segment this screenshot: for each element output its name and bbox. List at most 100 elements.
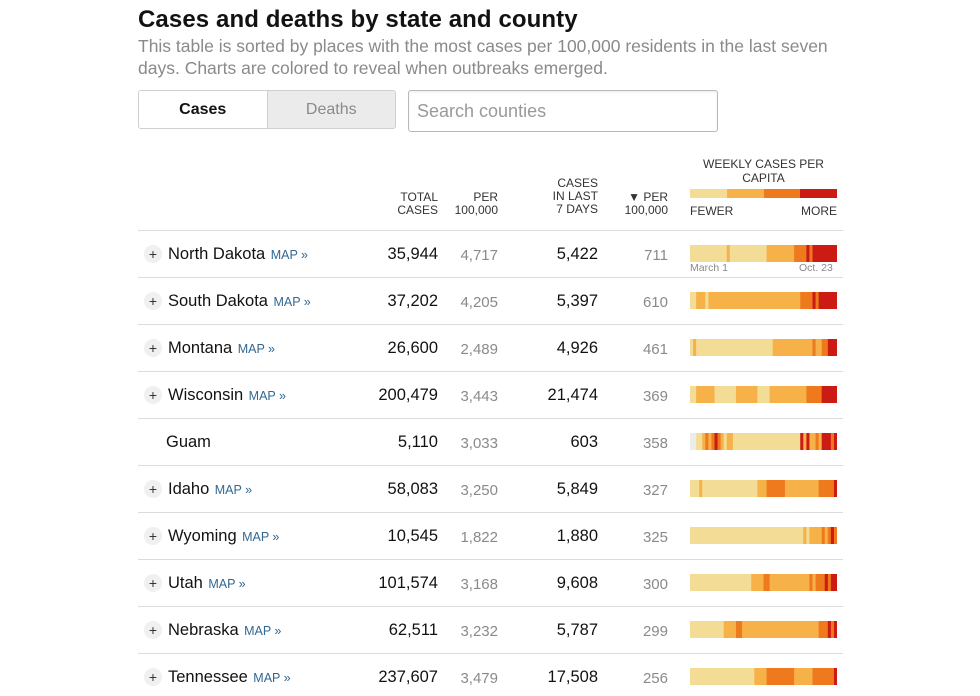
- weekly-cases-cell: [693, 574, 697, 591]
- total-cases-header[interactable]: TOTAL CASES: [397, 190, 438, 217]
- table-row[interactable]: + South Dakota MAP » 37,202 4,205 5,397 610: [138, 277, 843, 324]
- map-link[interactable]: MAP »: [234, 342, 275, 356]
- map-link[interactable]: MAP »: [238, 530, 280, 544]
- cases-last-7-days-cell: 21,474: [547, 386, 598, 404]
- expand-row-icon[interactable]: +: [144, 527, 162, 545]
- table-row[interactable]: + Idaho MAP » 58,083 3,250 5,849 327: [138, 465, 843, 512]
- cases-tab[interactable]: Cases: [139, 91, 267, 128]
- expand-row-icon[interactable]: +: [144, 480, 162, 498]
- weekly-cases-cell: [693, 339, 697, 356]
- per-100k-cell: 1,822: [460, 529, 498, 546]
- weekly-cases-cell: [784, 245, 789, 262]
- weekly-cases-cell: [739, 574, 743, 591]
- weekly-cases-cell: [732, 433, 737, 450]
- weekly-cases-cell: [806, 386, 810, 403]
- weekly-cases-cell: [800, 292, 804, 309]
- weekly-cases-cell: [748, 433, 752, 450]
- weekly-cases-cell: [812, 433, 816, 450]
- weekly-cases-cell: [696, 621, 700, 638]
- weekly-cases-cell: [818, 574, 823, 591]
- expand-row-icon[interactable]: +: [144, 668, 162, 686]
- table-row[interactable]: + Wyoming MAP » 10,545 1,822 1,880 325: [138, 512, 843, 559]
- map-link[interactable]: MAP »: [211, 483, 253, 497]
- weekly-cases-cell: [708, 386, 712, 403]
- weekly-cases-cell: [818, 480, 823, 497]
- page-title: Cases and deaths by state and county: [138, 6, 578, 33]
- per-100k-7day-header[interactable]: ▼ PER 100,000: [624, 190, 668, 217]
- weekly-cases-cell: [690, 433, 694, 450]
- weekly-cases-cell: [791, 339, 795, 356]
- weekly-cases-cell: [708, 574, 712, 591]
- table-row[interactable]: + Montana MAP » 26,600 2,489 4,926 461: [138, 324, 843, 371]
- search-counties-input[interactable]: [408, 90, 718, 132]
- map-link[interactable]: MAP »: [267, 248, 308, 262]
- weekly-cases-cell: [827, 292, 832, 309]
- weekly-cases-cell: [775, 292, 780, 309]
- weekly-cases-cell: [809, 480, 813, 497]
- weekly-cases-cell: [818, 339, 823, 356]
- map-link[interactable]: MAP »: [204, 577, 246, 591]
- weekly-cases-cell: [760, 527, 764, 544]
- weekly-cases-cell: [742, 245, 746, 262]
- weekly-cases-cell: [751, 480, 755, 497]
- weekly-cases-cell: [763, 574, 767, 591]
- map-link[interactable]: MAP »: [240, 624, 282, 638]
- expand-row-icon[interactable]: +: [144, 245, 162, 263]
- weekly-cases-cell: [797, 292, 801, 309]
- weekly-cases-cell: [803, 433, 807, 450]
- weekly-cases-cell: [815, 527, 820, 544]
- weekly-cases-cell: [732, 386, 737, 403]
- total-cases-cell: 58,083: [387, 480, 438, 498]
- expand-row-icon[interactable]: +: [144, 574, 162, 592]
- weekly-cases-cell: [714, 339, 718, 356]
- cases-last-7-days-cell: 1,880: [556, 527, 598, 545]
- table-row[interactable]: + Utah MAP » 101,574 3,168 9,608 300: [138, 559, 843, 606]
- weekly-cases-cell: [775, 621, 780, 638]
- weekly-cases-cell: [775, 668, 780, 685]
- table-row[interactable]: + Nebraska MAP » 62,511 3,232 5,787 299: [138, 606, 843, 653]
- map-link[interactable]: MAP »: [249, 671, 291, 685]
- total-cases-cell: 200,479: [378, 386, 438, 404]
- weekly-cases-cell: [772, 339, 777, 356]
- per-100k-cell: 4,205: [460, 294, 498, 311]
- weekly-cases-cell: [806, 668, 810, 685]
- expand-row-icon[interactable]: +: [144, 621, 162, 639]
- weekly-cases-cell: [711, 527, 715, 544]
- map-link[interactable]: MAP »: [245, 389, 286, 403]
- place-name-cell: Guam: [166, 433, 211, 452]
- expand-row-icon[interactable]: +: [144, 292, 162, 310]
- weekly-cases-cell: [806, 433, 810, 450]
- weekly-cases-cell: [732, 339, 737, 356]
- weekly-cases-cell: [791, 527, 795, 544]
- weekly-cases-cell: [757, 480, 761, 497]
- place-name: Guam: [166, 433, 211, 451]
- weekly-cases-cell: [772, 574, 777, 591]
- cases-last-7-days-header[interactable]: CASES IN LAST 7 DAYS: [552, 176, 598, 216]
- place-name-cell: Nebraska MAP »: [168, 621, 281, 640]
- table-row[interactable]: + North Dakota MAP » 35,944 4,717 5,422 711 Ma…: [138, 230, 843, 277]
- weekly-cases-cell: [794, 386, 798, 403]
- per-100k-7day-cell: 299: [642, 623, 668, 640]
- weekly-cases-cell: [729, 480, 734, 497]
- weekly-cases-cell: [830, 527, 835, 544]
- weekly-cases-cell: [699, 433, 703, 450]
- weekly-cases-cell: [720, 574, 725, 591]
- table-row[interactable]: Guam 5,110 3,033 603 358: [138, 418, 843, 465]
- map-link[interactable]: MAP »: [269, 295, 311, 309]
- weekly-cases-cell: [769, 245, 774, 262]
- weekly-cases-cell: [699, 480, 703, 497]
- weekly-cases-cell: [763, 621, 767, 638]
- weekly-cases-cell: [717, 621, 722, 638]
- per-100k-header[interactable]: PER 100,000: [454, 190, 498, 217]
- expand-row-icon[interactable]: +: [144, 339, 162, 357]
- weekly-cases-cell: [797, 339, 801, 356]
- table-row[interactable]: + Wisconsin MAP » 200,479 3,443 21,474 369: [138, 371, 843, 418]
- weekly-cases-cell: [824, 433, 829, 450]
- weekly-cases-strip: [690, 574, 837, 591]
- table-row[interactable]: + Tennessee MAP » 237,607 3,479 17,508 256: [138, 653, 843, 696]
- expand-row-icon[interactable]: +: [144, 386, 162, 404]
- weekly-cases-cell: [717, 292, 722, 309]
- weekly-cases-cell: [745, 292, 749, 309]
- weekly-cases-cell: [821, 574, 826, 591]
- deaths-tab[interactable]: Deaths: [266, 91, 395, 128]
